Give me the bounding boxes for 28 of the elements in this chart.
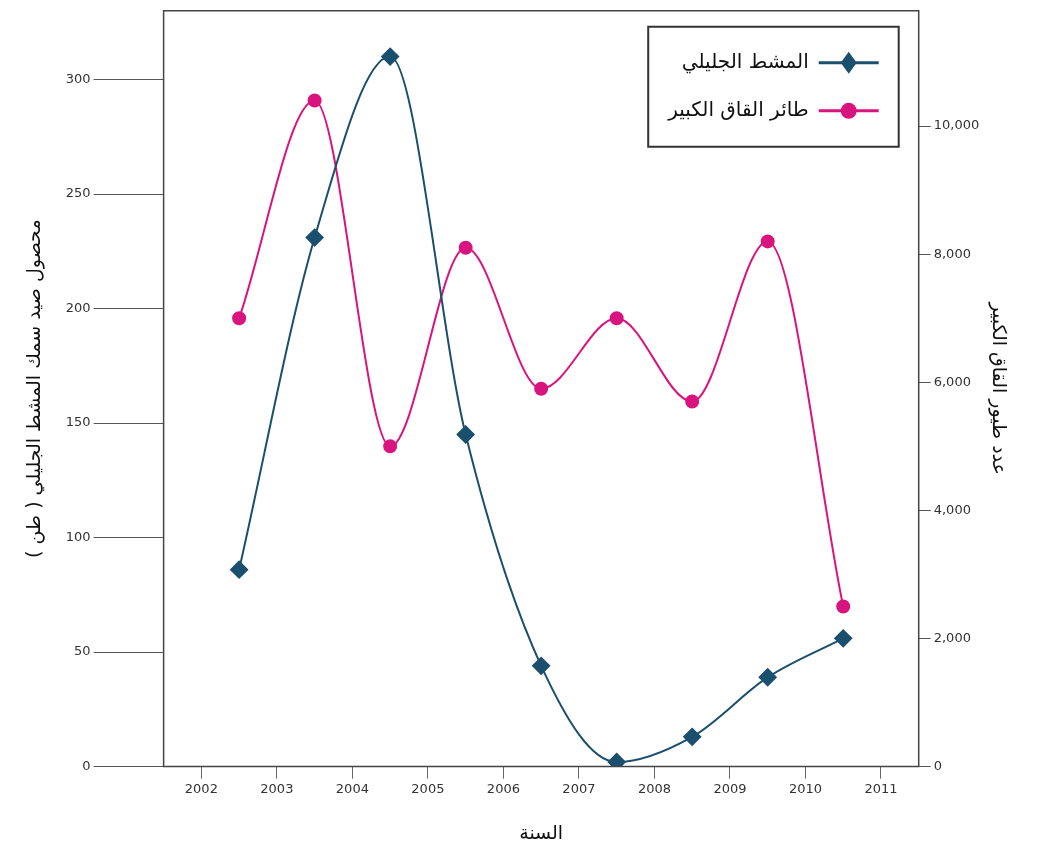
y-tick-label: 250 xyxy=(65,185,91,201)
y2-tick-label: 0 xyxy=(933,757,942,773)
y-tick-label: 50 xyxy=(74,643,91,659)
y-axis-title: محصول صيد سمك المشط الجليلي ( طن ) xyxy=(22,219,46,558)
x-tick-label: 2011 xyxy=(864,780,898,796)
legend-label: المشط الجليلي xyxy=(681,49,809,74)
legend-label: طائر القاق الكبير xyxy=(667,97,809,121)
y-tick-label: 0 xyxy=(82,757,91,773)
x-tick-label: 2008 xyxy=(637,780,671,796)
y-tick-label: 100 xyxy=(65,528,91,544)
x-axis-title: السنة xyxy=(519,820,564,843)
y2-tick-label: 6,000 xyxy=(933,373,971,389)
y-tick-label: 300 xyxy=(65,70,91,86)
y2-axis-title: عدد طيور القاق الكبير xyxy=(987,301,1011,475)
y2-tick-label: 10,000 xyxy=(933,117,980,133)
x-tick-label: 2004 xyxy=(335,780,369,796)
x-tick-label: 2007 xyxy=(562,780,596,796)
y-tick-label: 150 xyxy=(65,414,91,430)
y2-tick-label: 2,000 xyxy=(933,629,971,645)
x-tick-label: 2009 xyxy=(713,780,747,796)
y-tick-label: 200 xyxy=(65,299,91,315)
x-tick-label: 2003 xyxy=(260,780,294,796)
y2-tick-label: 4,000 xyxy=(933,501,971,517)
x-tick-label: 2010 xyxy=(788,780,822,796)
x-tick-label: 2006 xyxy=(486,780,520,796)
x-tick-label: 2005 xyxy=(411,780,445,796)
x-tick-label: 2002 xyxy=(184,780,218,796)
y2-tick-label: 8,000 xyxy=(933,245,971,261)
